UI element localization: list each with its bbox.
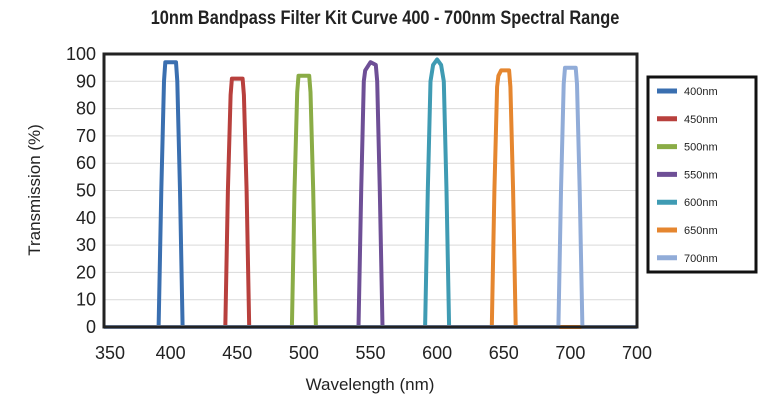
x-tick-label: 700 — [622, 343, 652, 363]
legend-label: 500nm — [684, 142, 718, 154]
series-line-600nm — [104, 57, 637, 329]
series-line-650nm — [104, 68, 637, 329]
y-tick-label: 40 — [76, 208, 96, 228]
series-line-550nm — [104, 60, 637, 329]
legend-label: 600nm — [684, 197, 718, 209]
y-tick-label: 20 — [76, 262, 96, 282]
x-tick-label: 400 — [156, 343, 186, 363]
x-tick-label: 650 — [489, 343, 519, 363]
chart-title: 10nm Bandpass Filter Kit Curve 400 - 700… — [150, 8, 620, 29]
legend-label: 400nm — [684, 86, 718, 98]
y-axis-label: Transmission (%) — [25, 124, 44, 256]
series-line-450nm — [104, 76, 637, 329]
x-tick-label: 350 — [95, 343, 125, 363]
series-line-500nm — [104, 73, 637, 329]
y-tick-label: 70 — [76, 126, 96, 146]
y-tick-label: 60 — [76, 153, 96, 173]
legend-label: 650nm — [684, 225, 718, 237]
y-tick-label: 80 — [76, 99, 96, 119]
x-tick-label: 550 — [355, 343, 385, 363]
x-tick-label: 600 — [422, 343, 452, 363]
x-tick-label: 450 — [222, 343, 252, 363]
y-tick-label: 100 — [66, 44, 96, 64]
y-tick-label: 90 — [76, 71, 96, 91]
legend-label: 700nm — [684, 253, 718, 265]
legend-label: 450nm — [684, 114, 718, 126]
plot-frame — [102, 52, 639, 329]
series-line-400nm — [104, 60, 637, 329]
y-tick-label: 10 — [76, 290, 96, 310]
series-line-700nm — [104, 65, 637, 329]
x-axis-label: Wavelength (nm) — [306, 375, 435, 394]
y-tick-label: 50 — [76, 181, 96, 201]
legend-label: 550nm — [684, 169, 718, 181]
y-tick-label: 30 — [76, 235, 96, 255]
x-tick-label: 700 — [555, 343, 585, 363]
y-tick-label: 0 — [86, 317, 96, 337]
x-tick-label: 500 — [289, 343, 319, 363]
